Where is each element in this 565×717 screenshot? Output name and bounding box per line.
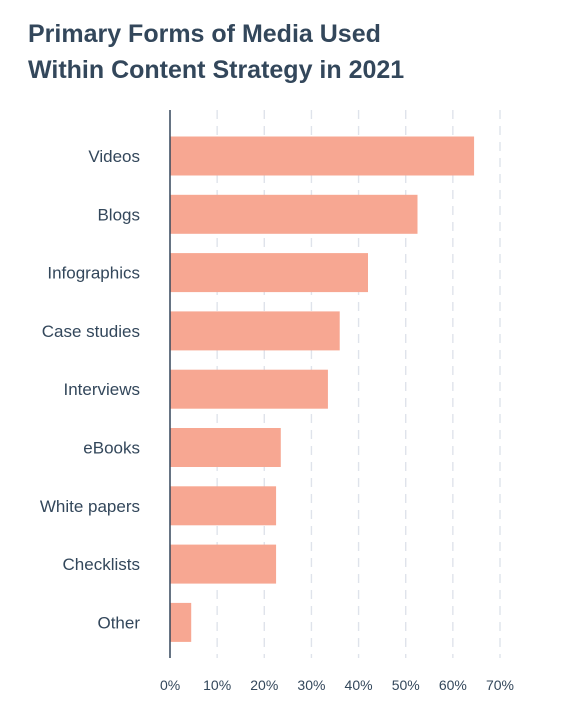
- category-label: Case studies: [42, 322, 140, 341]
- category-label: White papers: [40, 497, 140, 516]
- bar: [170, 253, 368, 293]
- x-tick-label: 10%: [203, 677, 231, 693]
- x-tick-label: 20%: [250, 677, 278, 693]
- bar: [170, 428, 281, 467]
- category-label: eBooks: [83, 439, 140, 458]
- x-tick-label: 50%: [392, 677, 420, 693]
- bar: [170, 194, 418, 234]
- bar: [170, 544, 277, 584]
- x-tick-label: 70%: [486, 677, 514, 693]
- bar: [170, 602, 192, 642]
- category-label: Infographics: [47, 264, 140, 283]
- category-label: Videos: [88, 147, 140, 166]
- bar: [170, 311, 340, 351]
- bar: [170, 136, 475, 176]
- chart-title-line-1: Primary Forms of Media Used: [28, 20, 381, 48]
- category-labels: Videos Blogs Infographics Case studies Inter…: [40, 147, 140, 632]
- bars: [170, 136, 475, 642]
- x-tick-label: 40%: [345, 677, 373, 693]
- x-tick-label: 0%: [160, 677, 180, 693]
- chart-title-line-2: Within Content Strategy in 2021: [28, 56, 405, 84]
- x-axis-tick-labels: 0% 10% 20% 30% 40% 50% 60% 70%: [160, 677, 514, 693]
- bar: [170, 486, 277, 526]
- x-tick-label: 30%: [297, 677, 325, 693]
- bar: [170, 369, 328, 409]
- category-label: Interviews: [63, 380, 140, 399]
- x-tick-label: 60%: [439, 677, 467, 693]
- category-label: Checklists: [63, 555, 140, 574]
- category-label: Blogs: [97, 205, 140, 224]
- chart-title: Primary Forms of Media Used Within Conte…: [28, 16, 528, 88]
- category-label: Other: [97, 613, 140, 632]
